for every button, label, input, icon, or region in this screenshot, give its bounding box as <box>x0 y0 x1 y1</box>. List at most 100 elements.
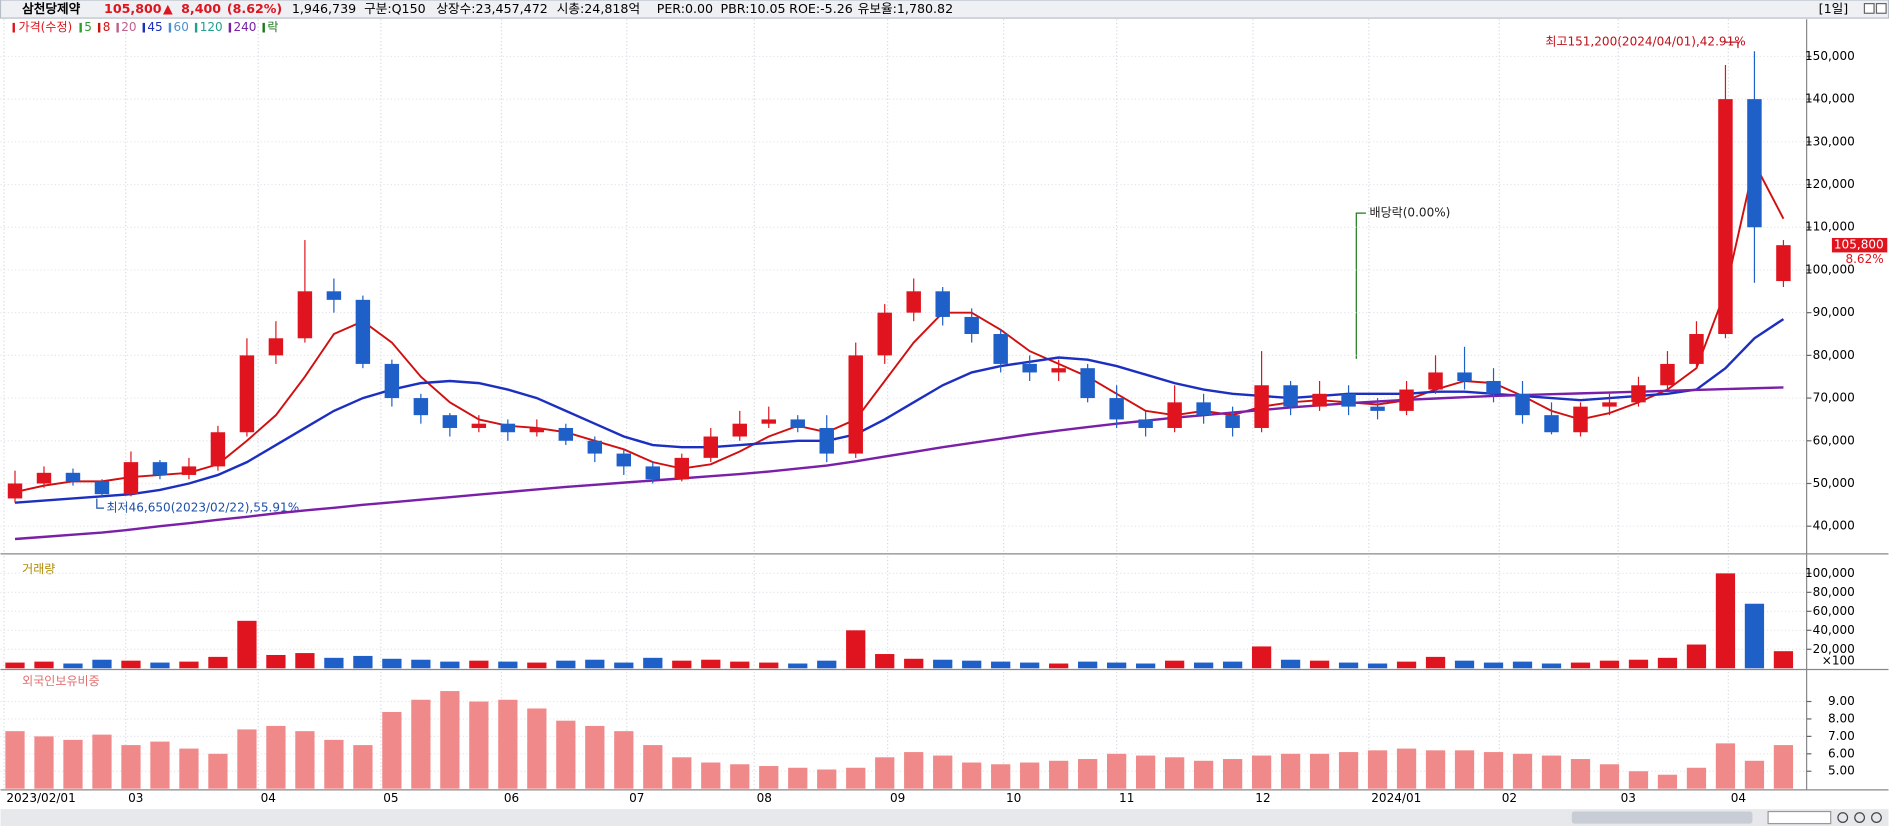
candle-body <box>848 355 863 454</box>
x-tick-label: 2024/01 <box>1371 791 1421 805</box>
bar <box>1599 660 1620 669</box>
legend-swatch <box>116 22 119 33</box>
bar <box>1280 659 1301 669</box>
x-tick-label: 04 <box>261 791 276 805</box>
bar <box>1193 760 1214 789</box>
x-tick-label: 10 <box>1006 791 1021 805</box>
bar <box>904 752 924 789</box>
bar <box>1657 657 1678 669</box>
candle-body <box>1457 372 1472 381</box>
zoom-button[interactable] <box>1871 812 1882 823</box>
zoom-button[interactable] <box>1854 812 1866 823</box>
bar <box>411 659 431 669</box>
bar <box>440 691 460 789</box>
candle-body <box>819 427 834 454</box>
candle-body <box>1544 415 1559 433</box>
candle-body <box>1167 402 1182 428</box>
zoom-button[interactable] <box>1837 812 1849 823</box>
bar <box>353 655 373 669</box>
candle-body <box>1602 402 1617 407</box>
bar <box>991 661 1011 669</box>
candle-body <box>1689 334 1704 364</box>
candle-body <box>1196 402 1211 416</box>
y-tick-label: 110,000 <box>1805 220 1855 234</box>
price-marker <box>1831 237 1888 253</box>
bar <box>237 620 257 669</box>
bar <box>208 753 228 789</box>
bar <box>585 725 605 789</box>
x-tick-label: 06 <box>504 791 519 805</box>
bar <box>962 762 982 789</box>
bar <box>34 736 54 789</box>
bar <box>1136 663 1156 669</box>
candle-body <box>152 462 168 475</box>
scroll-thumb[interactable] <box>1571 811 1753 824</box>
candle-body <box>674 457 690 480</box>
y-tick-label: 20,000 <box>1813 642 1855 656</box>
bar <box>730 764 750 789</box>
x-tick-label: 11 <box>1119 791 1134 805</box>
candle-body <box>1051 368 1066 373</box>
bar <box>1020 662 1040 669</box>
candle-body <box>123 462 139 495</box>
bar <box>846 630 866 669</box>
bar <box>150 741 170 789</box>
change-arrow: ▲ <box>163 1 173 16</box>
bar <box>1483 662 1504 669</box>
legend-label: 8 <box>103 20 111 34</box>
zoom-slider[interactable] <box>1767 810 1832 825</box>
window-button[interactable] <box>1863 3 1875 14</box>
bar <box>440 661 460 669</box>
scrollbar[interactable] <box>0 809 1889 826</box>
bar <box>324 739 344 789</box>
change: 8,400 <box>181 1 221 16</box>
candle-body <box>471 423 487 428</box>
candle-body <box>1341 393 1356 407</box>
bar <box>1107 753 1127 789</box>
bar <box>1020 762 1040 789</box>
bar <box>353 745 373 789</box>
bar <box>324 657 344 669</box>
legend-label: 가격(수정) <box>19 20 73 34</box>
candle-body <box>645 466 661 480</box>
bar <box>208 656 228 669</box>
bar <box>92 734 112 789</box>
candle-body <box>616 453 632 467</box>
window-button[interactable] <box>1875 3 1887 14</box>
y-tick-label: 50,000 <box>1813 476 1855 490</box>
candle-body <box>558 427 574 441</box>
bar <box>527 708 547 789</box>
bar <box>962 660 982 669</box>
x-tick-label: 12 <box>1255 791 1270 805</box>
candle-body <box>761 419 776 424</box>
bar <box>1744 603 1765 669</box>
bar <box>237 729 257 789</box>
stock-name: 삼천당제약 <box>22 1 80 16</box>
bar <box>933 755 953 789</box>
candle-body <box>65 472 81 482</box>
bar <box>817 769 837 789</box>
y-tick-label: 40,000 <box>1813 623 1855 637</box>
bar <box>1164 660 1185 669</box>
bar <box>1078 759 1098 789</box>
bar <box>904 658 924 669</box>
y-tick-label: 90,000 <box>1813 305 1855 319</box>
bar <box>527 662 547 669</box>
bar <box>63 663 83 669</box>
legend-label: 240 <box>234 20 257 34</box>
candle-body <box>964 316 979 335</box>
y-tick-label: 5.00 <box>1828 764 1855 778</box>
period[interactable]: [1일] <box>1819 1 1849 16</box>
y-tick-label: 40,000 <box>1813 519 1855 533</box>
bar <box>1280 753 1301 789</box>
candle-body <box>384 363 400 399</box>
bar <box>1541 663 1562 669</box>
low-annotation: 최저46,650(2023/02/22),55.91% <box>106 501 299 515</box>
y-tick-label: 100,000 <box>1805 566 1855 580</box>
bar <box>1483 752 1504 789</box>
bar <box>991 764 1011 789</box>
bar <box>469 660 489 669</box>
panel-title: 외국인보유비중 <box>22 674 99 688</box>
bar <box>1396 748 1417 789</box>
